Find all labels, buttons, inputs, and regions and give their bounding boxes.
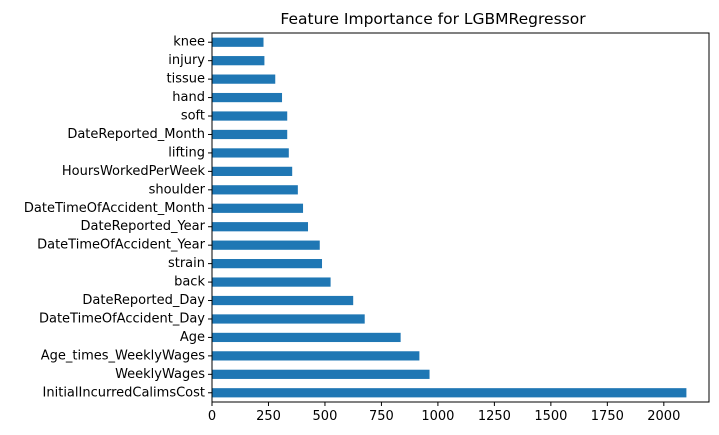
y-tick-label-shoulder: shoulder	[149, 182, 206, 197]
x-tick-label-2000: 2000	[647, 409, 680, 424]
bars-group	[212, 37, 687, 398]
bar-knee	[212, 37, 264, 47]
bar-injury	[212, 56, 265, 66]
bar-lifting	[212, 148, 289, 158]
y-tick-label-injury: injury	[168, 53, 205, 68]
x-axis-ticks: 0 250 500 750 1000 1250 1500 1750 2000	[208, 402, 680, 424]
bar-datereported-month	[212, 129, 288, 140]
y-tick-label-hoursworkedperweek: HoursWorkedPerWeek	[62, 164, 206, 179]
x-tick-label-0: 0	[208, 409, 216, 424]
bar-datetimeofaccident-day	[212, 314, 365, 324]
bar-weeklywages	[212, 369, 430, 379]
y-tick-label-strain: strain	[168, 256, 205, 271]
bar-hand	[212, 92, 283, 103]
y-tick-label-tissue: tissue	[167, 72, 206, 87]
y-tick-label-initialincurredcalimscost: InitialIncurredCalimsCost	[43, 385, 205, 400]
bar-strain	[212, 259, 323, 269]
y-tick-label-knee: knee	[173, 35, 205, 50]
y-tick-label-datetimeofaccident-year: DateTimeOfAccident_Year	[37, 238, 206, 253]
y-tick-label-soft: soft	[181, 109, 205, 124]
bar-datetimeofaccident-year	[212, 240, 320, 250]
x-tick-label-1000: 1000	[421, 409, 454, 424]
bar-datetimeofaccident-month	[212, 203, 304, 213]
y-tick-label-age-times-weeklywages: Age_times_WeeklyWages	[41, 348, 205, 363]
bar-datereported-day	[212, 295, 354, 306]
bar-datereported-year	[212, 222, 309, 232]
y-tick-label-datetimeofaccident-day: DateTimeOfAccident_Day	[39, 311, 205, 326]
plot-area-frame	[211, 32, 710, 403]
x-tick-label-250: 250	[256, 409, 281, 424]
y-tick-label-datereported-month: DateReported_Month	[67, 127, 205, 142]
x-tick-label-1500: 1500	[534, 409, 567, 424]
bar-age	[212, 332, 401, 343]
x-tick-label-750: 750	[369, 409, 394, 424]
bar-tissue	[212, 74, 276, 84]
y-tick-label-hand: hand	[172, 90, 205, 105]
y-tick-label-lifting: lifting	[168, 145, 205, 160]
bar-shoulder	[212, 185, 298, 195]
y-axis-ticks: InitialIncurredCalimsCost WeeklyWages Age_…	[24, 35, 212, 400]
y-tick-label-age: Age	[180, 330, 205, 345]
bar-initialincurredcalimscost	[212, 388, 687, 398]
y-tick-label-datereported-day: DateReported_Day	[82, 293, 205, 308]
x-tick-label-1250: 1250	[478, 409, 511, 424]
bar-back	[212, 277, 331, 287]
bar-hoursworkedperweek	[212, 166, 293, 176]
x-tick-label-500: 500	[313, 409, 338, 424]
y-tick-label-weeklywages: WeeklyWages	[115, 367, 205, 382]
chart-title: Feature Importance for LGBMRegressor	[280, 10, 586, 28]
x-tick-label-1750: 1750	[591, 409, 624, 424]
bar-age-times-weeklywages	[212, 351, 420, 361]
y-tick-label-datetimeofaccident-month: DateTimeOfAccident_Month	[24, 201, 205, 216]
y-tick-label-datereported-year: DateReported_Year	[81, 219, 206, 234]
bar-soft	[212, 111, 288, 121]
y-tick-label-back: back	[174, 275, 205, 290]
